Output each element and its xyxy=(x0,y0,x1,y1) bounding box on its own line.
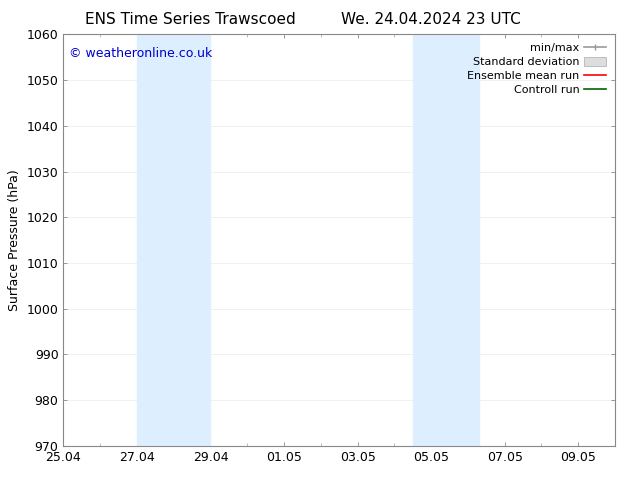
Y-axis label: Surface Pressure (hPa): Surface Pressure (hPa) xyxy=(8,169,21,311)
Text: ENS Time Series Trawscoed: ENS Time Series Trawscoed xyxy=(85,12,295,27)
Bar xyxy=(137,34,210,446)
Text: We. 24.04.2024 23 UTC: We. 24.04.2024 23 UTC xyxy=(341,12,521,27)
Text: © weatheronline.co.uk: © weatheronline.co.uk xyxy=(69,47,212,60)
Legend: min/max, Standard deviation, Ensemble mean run, Controll run: min/max, Standard deviation, Ensemble me… xyxy=(464,40,609,98)
Bar xyxy=(413,34,479,446)
